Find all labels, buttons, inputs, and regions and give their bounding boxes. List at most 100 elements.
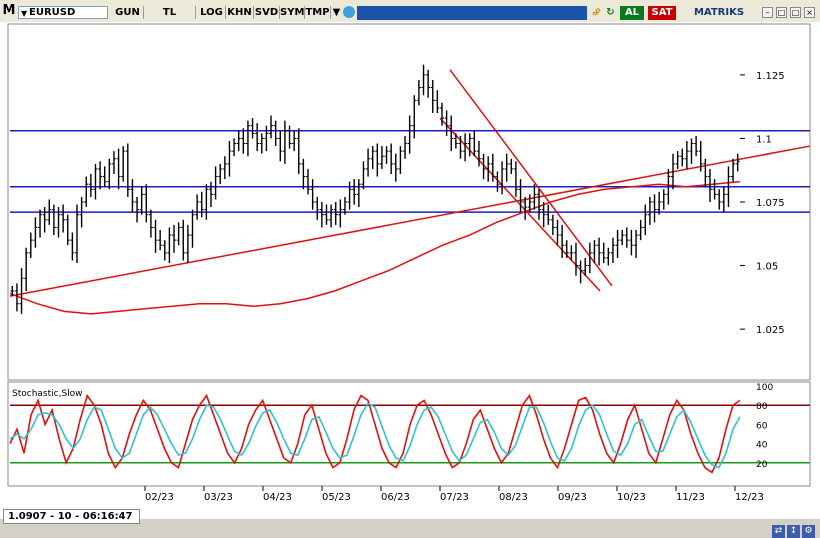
close-icon[interactable]: × xyxy=(804,7,815,18)
ohlc-bar xyxy=(315,196,320,220)
ohlc-bar xyxy=(731,158,736,182)
x-tick-label: 03/23 xyxy=(204,492,233,503)
ohlc-bar xyxy=(610,237,615,264)
ohlc-bar xyxy=(537,189,542,220)
ohlc-bar xyxy=(181,219,186,261)
ohlc-bar xyxy=(661,189,666,210)
x-tick-label: 08/23 xyxy=(499,492,528,503)
ohlc-bar xyxy=(416,79,421,106)
ohlc-bar xyxy=(435,90,440,113)
x-tick-label: 09/23 xyxy=(558,492,587,503)
ohlc-bar xyxy=(398,146,403,175)
ohlc-bar xyxy=(379,146,384,169)
ohlc-bar xyxy=(213,166,218,200)
ohlc-bar xyxy=(624,227,629,248)
svd-button[interactable]: SVD xyxy=(254,6,280,19)
ohlc-bar xyxy=(587,242,592,274)
price-tick-label: 1.075 xyxy=(756,198,785,209)
ohlc-bar xyxy=(712,179,717,200)
log-button[interactable]: LOG xyxy=(198,6,226,19)
ohlc-bar xyxy=(28,232,33,258)
ohlc-bar xyxy=(486,156,491,182)
ohlc-bar xyxy=(324,204,329,225)
chart-area[interactable]: 1.125 1.1 1.075 1.05 1.025 100 80 60 40 20 02/23 03… xyxy=(0,22,820,538)
ohlc-bar xyxy=(666,168,671,205)
twitter-icon[interactable] xyxy=(343,6,355,18)
ohlc-bar xyxy=(278,130,283,162)
maximize-icon[interactable]: □ xyxy=(790,7,801,18)
tmp-button[interactable]: TMP xyxy=(305,6,331,19)
settings-icon[interactable]: ⚙ xyxy=(802,525,815,538)
ohlc-bar xyxy=(79,196,84,228)
lock-icon[interactable]: □ xyxy=(776,7,787,18)
ohlc-bar xyxy=(652,194,657,223)
ohlc-bar xyxy=(125,143,130,197)
stoch-k-line xyxy=(9,393,741,474)
buy-button[interactable]: AL xyxy=(620,6,644,20)
tl-button[interactable]: TL xyxy=(144,6,196,19)
support-trend-line[interactable] xyxy=(9,145,811,297)
ohlc-bar xyxy=(694,135,699,157)
gun-button[interactable]: GUN xyxy=(112,6,144,19)
ohlc-bar xyxy=(352,179,357,205)
ohlc-bar xyxy=(458,135,463,159)
ohlc-bar xyxy=(495,171,500,192)
chart-svg[interactable]: 1.125 1.1 1.075 1.05 1.025 100 80 60 40 20 02/23 03… xyxy=(0,22,820,519)
ohlc-bar xyxy=(564,240,569,258)
ohlc-bar xyxy=(74,204,79,264)
ohlc-bar xyxy=(98,161,103,190)
ohlc-bar xyxy=(717,189,722,210)
ohlc-bar xyxy=(703,158,708,187)
ohlc-bar xyxy=(657,191,662,215)
sym-button[interactable]: SYM xyxy=(280,6,305,19)
refresh-icon[interactable]: ↻ xyxy=(606,7,615,18)
ohlc-bar xyxy=(532,184,537,210)
ohlc-bar xyxy=(319,202,324,228)
ohlc-bar xyxy=(412,95,417,139)
ohlc-bar xyxy=(176,222,181,246)
minimize-icon[interactable]: – xyxy=(762,7,773,18)
ohlc-bar xyxy=(287,125,292,149)
scroll-left-icon[interactable]: ⇄ xyxy=(772,525,785,538)
ohlc-bar xyxy=(204,184,209,220)
ohlc-bar xyxy=(583,257,588,276)
price-tick-label: 1.025 xyxy=(756,325,785,336)
ohlc-bar xyxy=(472,130,477,157)
ohlc-bar xyxy=(121,146,126,182)
ohlc-bar xyxy=(689,138,694,164)
ohlc-bar xyxy=(310,179,315,210)
ohlc-bar xyxy=(592,240,597,264)
symbol-selector[interactable]: ▼ EURUSD xyxy=(18,6,108,19)
ohlc-bar xyxy=(555,219,560,246)
ohlc-bar xyxy=(329,204,334,228)
channel-upper-line[interactable] xyxy=(449,69,613,287)
ohlc-bar xyxy=(504,153,509,182)
ohlc-bar xyxy=(463,133,468,162)
ohlc-bar xyxy=(245,120,250,157)
sell-button[interactable]: SAT xyxy=(648,6,676,20)
x-tick-label: 06/23 xyxy=(381,492,410,503)
ohlc-bar xyxy=(172,224,177,253)
ohlc-bar xyxy=(647,196,652,225)
nav-icons: ⇄ ↕ ⚙ xyxy=(770,518,816,538)
ohlc-bar xyxy=(259,133,264,154)
ohlc-bar xyxy=(241,128,246,154)
ohlc-bar xyxy=(218,163,223,185)
ohlc-bar xyxy=(70,232,75,261)
ohlc-bar xyxy=(389,143,394,175)
khn-button[interactable]: KHN xyxy=(226,6,254,19)
ohlc-bar xyxy=(51,204,56,236)
lightning-icon[interactable]: ⮵ xyxy=(592,7,601,18)
more-dropdown-icon[interactable]: ▼ xyxy=(332,7,341,18)
stoch-tick-label: 40 xyxy=(756,441,768,451)
ohlc-bar xyxy=(490,153,495,182)
ohlc-bar xyxy=(606,247,611,266)
ohlc-bar xyxy=(615,229,620,258)
ohlc-bar xyxy=(421,64,426,96)
x-tick-label: 07/23 xyxy=(440,492,469,503)
ohlc-bar xyxy=(597,237,602,266)
zoom-icon[interactable]: ↕ xyxy=(787,525,800,538)
ohlc-bar xyxy=(393,153,398,182)
ohlc-bar xyxy=(158,229,163,251)
ohlc-bar xyxy=(56,207,61,238)
